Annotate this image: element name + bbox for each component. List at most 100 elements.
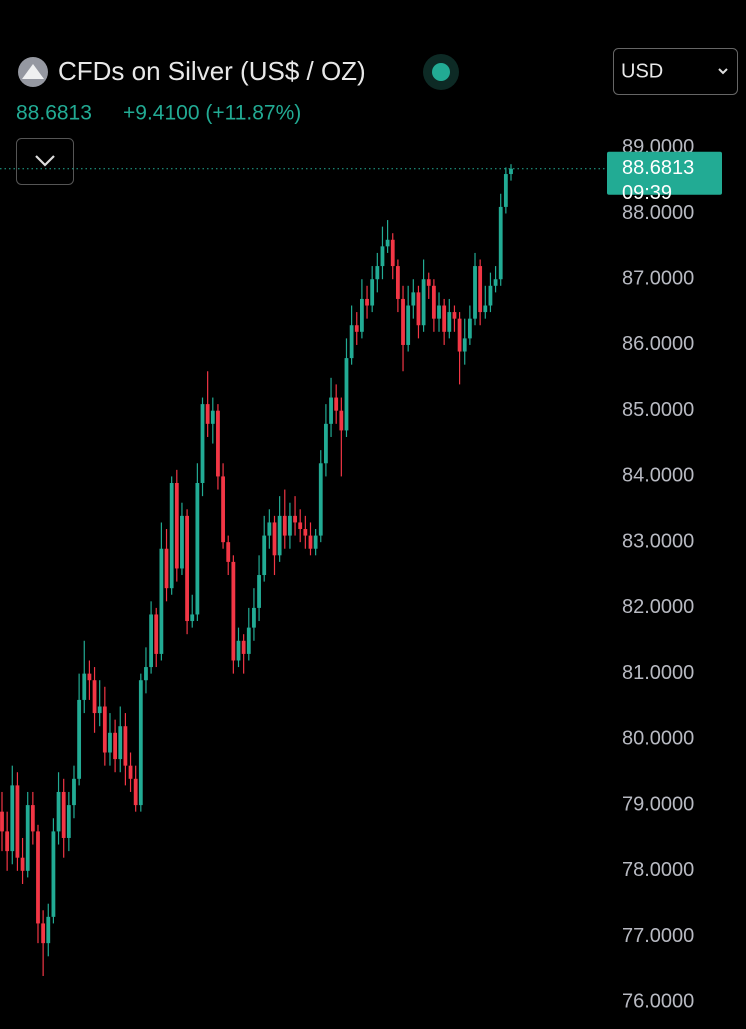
candle-body (159, 548, 164, 654)
candle-body (267, 522, 272, 536)
candle-body (262, 535, 267, 576)
candle-body (390, 239, 395, 267)
candle-body (308, 535, 313, 549)
y-tick-label: 83.0000 (622, 530, 694, 552)
candle-body (210, 410, 215, 424)
candle-body (97, 706, 102, 714)
candle-body (344, 358, 349, 431)
header: CFDs on Silver (US$ / OZ) 88.6813 +9.410… (16, 54, 459, 125)
last-price: 88.6813 (16, 102, 92, 125)
y-tick-label: 85.0000 (622, 399, 694, 421)
chart-title: CFDs on Silver (US$ / OZ) (58, 56, 366, 86)
candle-body (431, 285, 436, 319)
candle-body (72, 778, 76, 806)
candle-body (324, 423, 328, 464)
y-tick-label: 86.0000 (622, 333, 694, 355)
candle-body (282, 515, 287, 536)
candle-body (30, 805, 35, 832)
candle-body (452, 312, 457, 319)
candle-body (334, 397, 339, 411)
candle-body (447, 312, 452, 332)
candle-body (144, 667, 148, 681)
candle-body (113, 732, 118, 760)
candle-body (329, 397, 333, 424)
candle-body (411, 292, 416, 306)
candle-body (169, 482, 174, 589)
y-tick-label: 80.0000 (622, 728, 694, 750)
candle-body (354, 325, 359, 332)
y-tick-label: 88.0000 (622, 202, 694, 224)
status-dot (432, 63, 450, 81)
candle-body (5, 831, 10, 852)
last-price-box (607, 151, 722, 195)
candle-body (241, 640, 246, 654)
y-tick-label: 76.0000 (622, 991, 694, 1013)
candle-body (488, 285, 493, 306)
candle-body (401, 298, 405, 345)
candle-body (509, 168, 513, 175)
candle-body (257, 575, 261, 608)
candle-body (36, 831, 40, 924)
candle-body (200, 404, 205, 483)
candle-body (385, 239, 390, 247)
candle-body (298, 522, 303, 530)
candle-body (221, 476, 225, 543)
candle-body (442, 305, 447, 332)
candle-body (108, 732, 112, 753)
y-tick-label: 77.0000 (622, 925, 694, 947)
button-frame[interactable] (16, 138, 74, 185)
candle-body (380, 246, 385, 267)
candle-body (483, 305, 488, 313)
candle-body (61, 791, 66, 838)
candle-body (318, 463, 323, 536)
chevron (35, 155, 55, 167)
select-chevron (718, 68, 728, 75)
candle-body (437, 305, 441, 319)
candle-body (185, 515, 189, 622)
price-change: +9.4100 (+11.87%) (123, 102, 301, 125)
candle-body (25, 805, 30, 871)
candle-body (375, 266, 380, 280)
candle-body (123, 726, 128, 766)
candle-body (349, 325, 354, 359)
candle-body (293, 515, 297, 523)
currency-select[interactable]: USD (613, 48, 738, 95)
candle-body (426, 279, 431, 286)
candle-body (339, 410, 344, 431)
candle-body (503, 174, 508, 207)
y-tick-label: 81.0000 (622, 662, 694, 684)
candle-body (205, 404, 210, 424)
plot-area: 76.0000 77.0000 78.0000 79.0000 80.0000 81.00… (0, 136, 722, 1013)
candle-body (128, 765, 133, 779)
candle-body (498, 206, 503, 280)
candle-body (493, 279, 498, 286)
candle-body (92, 680, 97, 714)
candle-body (467, 318, 472, 339)
candle-body (46, 916, 51, 944)
candle-body (41, 923, 46, 944)
candle-body (195, 482, 200, 615)
candle-body (15, 785, 20, 858)
candle-body (10, 785, 15, 852)
collapse-button[interactable] (16, 138, 74, 185)
candle-body (473, 266, 477, 319)
candle-body (359, 298, 364, 332)
last-price-label: 88.6813 (622, 157, 694, 179)
candle-body (190, 614, 195, 622)
candle-body (246, 627, 251, 654)
candle-body (478, 266, 483, 313)
candle-body (406, 305, 411, 345)
candle-body (180, 515, 184, 569)
candle-body (231, 561, 236, 661)
select-frame[interactable] (613, 48, 738, 95)
candle-body (252, 607, 256, 628)
candle-body (0, 811, 4, 832)
candle-body (272, 522, 277, 556)
candle-body (216, 410, 220, 477)
candle-body (149, 614, 154, 668)
candle-body (56, 791, 61, 832)
y-tick-label: 79.0000 (622, 793, 694, 815)
candle-body (20, 857, 25, 871)
currency-label: USD (621, 60, 663, 82)
candle-body (87, 673, 92, 681)
